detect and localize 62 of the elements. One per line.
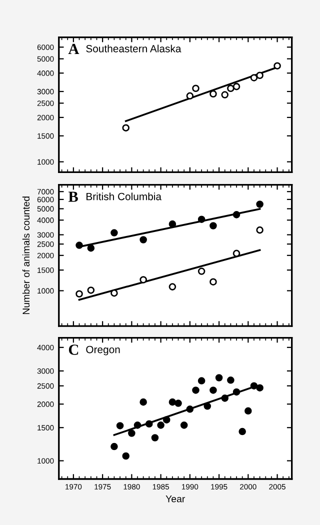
point (232, 250, 240, 258)
point (146, 420, 153, 428)
point (221, 394, 229, 402)
point (122, 452, 130, 460)
point (192, 386, 200, 394)
point (140, 276, 147, 284)
point (250, 74, 258, 82)
point (227, 84, 234, 92)
annotation: B (68, 192, 78, 202)
point (198, 377, 206, 384)
text: Oregon (86, 346, 120, 356)
point (250, 382, 258, 390)
point (227, 376, 234, 384)
y-axis-title: Number of animals counted (22, 196, 30, 314)
point (87, 244, 95, 252)
point (198, 268, 206, 275)
point (110, 289, 118, 297)
point (174, 400, 182, 407)
point (168, 398, 176, 406)
point (210, 222, 217, 230)
point (244, 407, 252, 415)
point (186, 406, 194, 413)
point (232, 388, 240, 396)
point (210, 278, 217, 286)
point (256, 384, 264, 392)
point (186, 92, 194, 100)
text: British Columbia (86, 192, 162, 200)
point (204, 402, 212, 410)
point (221, 91, 229, 98)
point (128, 430, 136, 437)
x-axis-title: Year (166, 496, 186, 502)
point (215, 374, 223, 382)
point (140, 398, 147, 406)
point (192, 84, 200, 92)
point (274, 62, 281, 70)
text: Southeastern Alaska (86, 44, 182, 52)
point (157, 422, 164, 429)
point (134, 422, 142, 429)
point (232, 211, 240, 218)
point (210, 90, 217, 98)
point (256, 72, 264, 80)
point (238, 428, 246, 436)
point (232, 82, 240, 90)
point (140, 236, 147, 244)
point (122, 124, 130, 132)
point (210, 386, 217, 394)
point (162, 416, 170, 424)
point (198, 216, 206, 223)
point (256, 226, 264, 234)
annotation: A (68, 44, 80, 54)
point (76, 242, 83, 249)
point (76, 290, 83, 298)
point (116, 422, 124, 430)
point (110, 229, 118, 236)
point (180, 422, 188, 429)
point (110, 442, 118, 450)
point (168, 220, 176, 228)
annotation: C (68, 344, 78, 355)
point (168, 283, 176, 290)
point (256, 200, 264, 208)
point (151, 434, 159, 442)
point (87, 286, 95, 294)
